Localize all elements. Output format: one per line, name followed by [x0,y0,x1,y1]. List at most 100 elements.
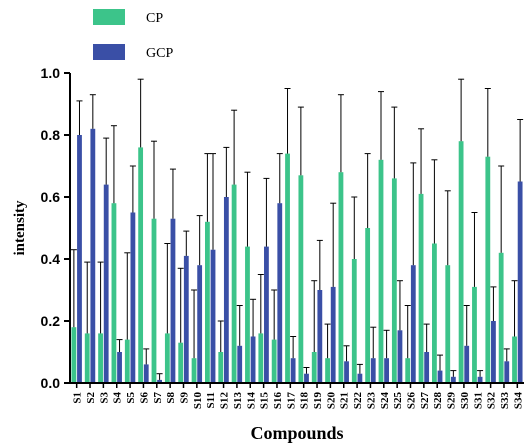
x-tick-label: S17 [285,392,297,410]
bar-gcp-s19 [317,290,323,383]
bar-gcp-s25 [397,330,403,383]
bar-gcp-s12 [223,197,229,383]
bar-gcp-s20 [330,286,336,383]
x-tick-label: S26 [406,392,418,410]
x-tick-label: S27 [419,392,431,410]
x-tick-label: S10 [192,392,204,410]
bar-cp-s32 [485,156,491,383]
x-tick-label: S3 [98,392,110,404]
bar-gcp-s32 [491,321,496,383]
y-tick-label: 0.0 [41,375,61,391]
bar-cp-s11 [205,221,210,383]
bar-cp-s7 [151,218,157,383]
x-tick-label: S6 [138,392,150,404]
y-tick-label: 1.0 [41,65,61,81]
x-tick-label: S14 [245,392,257,410]
bar-cp-s26 [405,358,411,383]
bar-cp-s1 [71,327,77,383]
y-tick-label: 0.4 [41,251,61,267]
bar-gcp-s29 [450,376,456,383]
bar-gcp-s1 [77,135,82,383]
x-tick-label: S19 [312,392,324,410]
bar-gcp-s2 [90,128,96,383]
bar-gcp-s30 [464,345,470,383]
bar-cp-s5 [124,339,130,383]
bar-cp-s9 [178,342,184,383]
bars-layer [71,128,523,383]
x-tick-label: S31 [472,392,484,409]
x-tick-label: S13 [232,392,244,410]
x-tick-label: S5 [125,392,137,404]
bar-cp-s15 [258,333,264,383]
bar-cp-s28 [432,243,437,383]
y-tick-label: 0.8 [41,127,61,143]
bar-cp-s21 [338,172,344,383]
bar-cp-s14 [245,246,250,383]
x-tick-label: S28 [432,392,444,410]
bar-cp-s4 [111,203,117,383]
bar-gcp-s8 [170,218,176,383]
bar-cp-s20 [325,358,330,383]
bar-cp-s12 [218,352,224,383]
bar-gcp-s21 [344,361,349,383]
bar-gcp-s4 [117,352,122,383]
bar-cp-s25 [391,178,397,383]
bar-gcp-s33 [504,361,510,383]
x-tick-label: S23 [365,392,377,410]
bar-gcp-s15 [264,246,269,383]
x-tick-label: S20 [325,392,337,410]
x-tick-label: S9 [179,392,191,404]
bar-cp-s30 [458,141,464,383]
bar-gcp-s18 [304,373,309,383]
bar-gcp-s26 [410,265,416,383]
error-bars-layer [70,78,524,380]
bar-cp-s3 [98,333,103,383]
bar-cp-s18 [298,175,304,383]
x-tick-label: S21 [339,392,351,409]
bar-gcp-s13 [237,345,243,383]
x-tick-label: S30 [459,392,471,410]
legend-swatch-cp [93,9,125,25]
y-ticks: 0.0 0.2 0.4 0.6 0.8 1.0 [41,65,70,391]
bar-gcp-s22 [357,373,363,383]
bar-cp-s34 [512,336,517,383]
x-tick-label: S34 [512,392,524,410]
bar-cp-s29 [445,265,451,383]
bar-gcp-s16 [277,203,283,383]
bar-cp-s8 [164,333,170,383]
legend-swatch-gcp [93,44,125,60]
bar-cp-s10 [191,358,197,383]
bar-gcp-s10 [197,265,203,383]
bar-cp-s31 [472,286,477,383]
x-tick-label: S32 [486,392,498,410]
x-tick-label: S18 [299,392,311,410]
x-tick-label: S15 [259,392,271,410]
y-tick-label: 0.2 [41,313,61,329]
bar-cp-s17 [285,153,290,383]
bar-gcp-s14 [250,336,256,383]
bar-gcp-s24 [384,358,389,383]
bar-gcp-s3 [103,184,109,383]
bar-gcp-s27 [424,352,430,383]
bar-gcp-s28 [437,370,443,383]
bar-cp-s6 [138,147,144,383]
bar-gcp-s11 [210,249,216,383]
legend-label-cp: CP [146,11,163,26]
bar-cp-s19 [311,352,317,383]
legend-label-gcp: GCP [146,46,173,61]
x-tick-label: S29 [446,392,458,410]
y-tick-label: 0.6 [41,189,61,205]
bar-gcp-s9 [183,255,189,383]
bar-gcp-s17 [290,358,296,383]
bar-gcp-s7 [157,379,162,383]
x-tick-label: S4 [112,392,124,404]
x-tick-label: S1 [72,392,84,404]
axes [69,73,524,384]
x-tick-label: S2 [85,392,97,404]
bar-cp-s24 [378,159,384,383]
x-tick-label: S22 [352,392,364,410]
y-axis-label: intensity [12,200,28,256]
x-tick-label: S12 [219,392,231,410]
bar-gcp-s6 [143,364,149,383]
